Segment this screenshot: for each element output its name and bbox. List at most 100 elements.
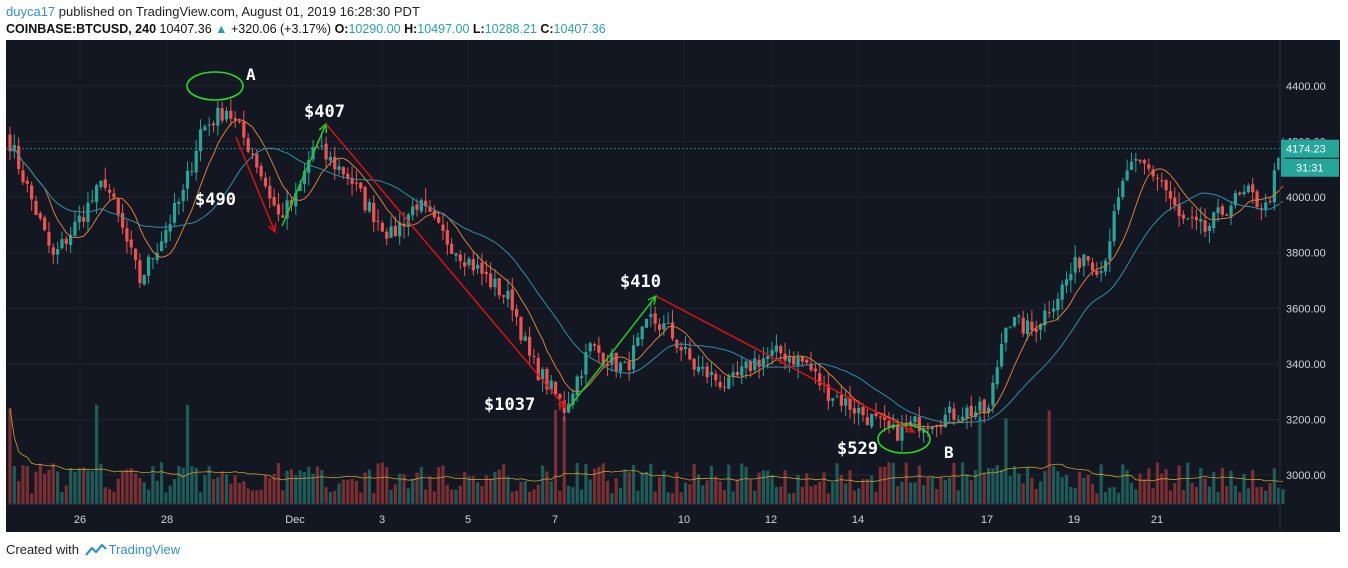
candle-body — [146, 256, 151, 276]
candle-body — [584, 352, 588, 375]
candle-body — [38, 213, 42, 219]
candle-body — [1064, 279, 1069, 286]
volume-bar — [644, 471, 649, 504]
x-tick-label: 21 — [1151, 514, 1163, 526]
volume-bar — [237, 482, 242, 504]
candle-body — [1229, 205, 1233, 217]
volume-bar — [112, 491, 116, 504]
up-triangle-icon: ▲ — [215, 22, 228, 36]
volume-bar — [779, 486, 783, 504]
volume-bar — [709, 465, 714, 504]
volume-bar — [1268, 483, 1272, 504]
candle-body — [1056, 298, 1060, 311]
volume-bar — [367, 469, 371, 504]
candle-body — [1186, 218, 1190, 220]
volume-bar — [159, 462, 164, 504]
volume-bar — [1134, 489, 1138, 504]
volume-bar — [64, 485, 68, 504]
candle-body — [973, 411, 978, 418]
fast-moving-average-line — [9, 119, 1284, 428]
volume-bar — [844, 483, 848, 504]
candle-body — [177, 201, 181, 204]
candle-body — [1164, 180, 1168, 191]
x-tick-label: 28 — [161, 514, 173, 526]
candle-body — [207, 124, 211, 126]
last-price-text: 4174.23 — [1286, 144, 1326, 156]
candle-body — [1194, 216, 1199, 221]
volume-bar — [1238, 492, 1242, 504]
tradingview-logo-icon — [84, 543, 107, 556]
candlesticks — [8, 98, 1285, 452]
volume-bar — [1073, 487, 1077, 504]
candle-body — [328, 156, 333, 161]
volume-bar — [986, 468, 991, 504]
volume-bar — [103, 487, 107, 504]
candle-body — [1073, 257, 1077, 273]
candle-body — [138, 260, 142, 283]
candle-body — [172, 203, 177, 223]
candle-body — [103, 179, 107, 188]
candle-body — [605, 363, 610, 366]
candle-body — [120, 213, 125, 228]
volume-bar — [198, 492, 203, 504]
down-arrow-2 — [325, 123, 567, 409]
tradingview-brand-link[interactable]: TradingView — [108, 542, 181, 557]
candle-body — [1021, 317, 1025, 334]
volume-bar — [263, 474, 268, 504]
candle-body — [480, 262, 484, 274]
candle-body — [1233, 193, 1237, 206]
volume-bar — [220, 471, 224, 504]
author-name[interactable]: duyca17 — [6, 4, 56, 19]
volume-bar — [1012, 466, 1017, 504]
volume-bar — [233, 475, 237, 504]
volume-bar — [328, 492, 333, 504]
candle-body — [913, 416, 917, 423]
candle-body — [1160, 180, 1164, 182]
volume-bar — [1021, 483, 1025, 504]
volume-bar — [207, 466, 211, 504]
volume-bar — [363, 472, 367, 504]
volume-bar — [757, 472, 761, 504]
candle-body — [1272, 170, 1276, 203]
candle-body — [1034, 328, 1038, 332]
volume-bar — [982, 472, 986, 504]
volume-bar — [857, 488, 861, 504]
candle-body — [502, 295, 506, 297]
volume-bars — [8, 404, 1285, 504]
price-chart[interactable]: A $490 $407 $1037 $410 $529 B 4400.00420… — [6, 40, 1340, 532]
volume-bar — [502, 464, 506, 504]
volume-bar — [34, 471, 38, 504]
candle-body — [588, 343, 592, 352]
candle-body — [930, 427, 934, 430]
volume-bar — [1246, 488, 1250, 504]
volume-bar — [216, 477, 220, 504]
volume-bar — [943, 479, 947, 504]
candle-body — [999, 343, 1004, 367]
candle-body — [887, 421, 891, 428]
volume-bar — [891, 462, 895, 504]
volume-bar — [298, 470, 302, 504]
volume-bar — [579, 489, 584, 504]
last-price: 10407.36 — [159, 22, 212, 36]
candle-body — [320, 145, 324, 147]
volume-bar — [515, 490, 519, 504]
volume-bar — [532, 489, 536, 504]
volume-bar — [1004, 418, 1008, 504]
down-arrow-2-head — [557, 399, 568, 410]
candle-body — [380, 222, 384, 232]
volume-bar — [476, 482, 480, 504]
candle-body — [536, 357, 540, 381]
candle-body — [636, 337, 640, 346]
candle-body — [818, 373, 822, 386]
candle-body — [307, 160, 311, 173]
candle-body — [701, 366, 705, 369]
volume-bar — [1255, 487, 1259, 504]
y-tick-label: 4000.00 — [1286, 192, 1326, 204]
volume-bar — [948, 477, 952, 504]
candle-body — [203, 126, 207, 131]
candle-body — [662, 323, 666, 330]
volume-bar — [406, 488, 410, 504]
volume-bar — [424, 489, 428, 504]
candle-body — [961, 416, 965, 420]
candle-body — [1238, 192, 1242, 195]
